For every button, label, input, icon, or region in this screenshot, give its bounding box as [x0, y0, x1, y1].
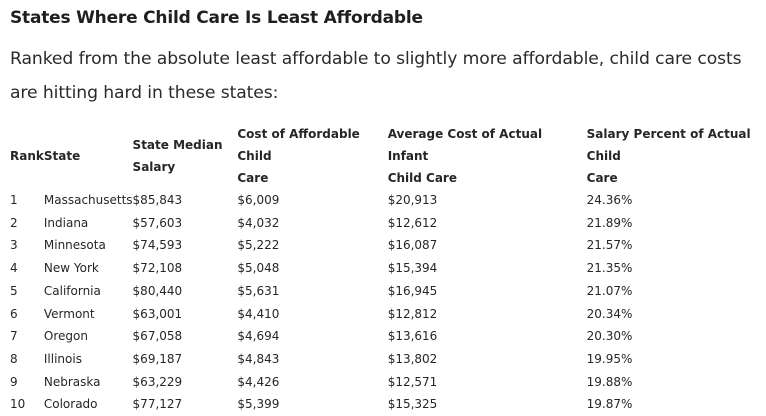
table-header-row: Rank State State Median Salary Cost of A…: [10, 123, 766, 189]
cell-state: Massachusetts: [43, 193, 133, 207]
article-intro: Ranked from the absolute least affordabl…: [10, 49, 742, 103]
header-affordable-cost: Cost of Affordable Child Care: [237, 123, 387, 189]
cell-actual: $16,945: [387, 283, 438, 298]
table-body: 1 Massachusetts $85,843 $6,009 $20,913 2…: [10, 189, 766, 416]
table-row: 9 Nebraska $63,229 $4,426 $12,571 19.88%: [10, 371, 766, 394]
table-row: 6 Vermont $63,001 $4,410 $12,812 20.34%: [10, 303, 766, 326]
cell-afford: $5,222: [237, 238, 280, 253]
cell-afford: $5,631: [237, 283, 280, 298]
cell-rank: 6: [10, 306, 18, 321]
cell-rank: 2: [10, 215, 18, 230]
cell-state: Vermont: [43, 306, 95, 321]
cell-pct: 20.34%: [586, 306, 633, 321]
cell-actual: $13,802: [387, 351, 438, 366]
article-title: States Where Child Care Is Least Afforda…: [10, 8, 423, 28]
header-median-salary: State Median Salary: [133, 123, 238, 189]
cell-actual: $16,087: [387, 238, 438, 253]
cell-state: Indiana: [43, 215, 89, 230]
header-actual-cost: Average Cost of Actual Infant Child Care: [388, 123, 587, 189]
cell-afford: $4,410: [237, 306, 280, 321]
table-header: Rank State State Median Salary Cost of A…: [10, 123, 766, 189]
cell-median: $67,058: [132, 329, 183, 344]
cell-pct: 19.87%: [586, 397, 633, 412]
cell-rank: 4: [10, 261, 18, 276]
cell-afford: $4,843: [237, 351, 280, 366]
cell-median: $77,127: [132, 397, 183, 412]
cell-afford: $4,032: [237, 215, 280, 230]
header-actual-line1: Average Cost of Actual Infant: [387, 127, 543, 163]
cell-rank: 3: [10, 238, 18, 253]
cell-pct: 24.36%: [586, 193, 633, 207]
table-row: 5 California $80,440 $5,631 $16,945 21.0…: [10, 280, 766, 303]
table-row: 1 Massachusetts $85,843 $6,009 $20,913 2…: [10, 189, 766, 212]
header-afford-line1: Cost of Affordable Child: [237, 127, 360, 163]
table-row: 2 Indiana $57,603 $4,032 $12,612 21.89%: [10, 212, 766, 235]
cell-rank: 10: [10, 397, 26, 412]
cell-state: New York: [43, 261, 99, 276]
cell-median: $63,001: [132, 306, 183, 321]
cell-state: Nebraska: [43, 374, 101, 389]
cell-afford: $6,009: [237, 193, 280, 207]
cell-median: $74,593: [132, 238, 183, 253]
cell-state: Colorado: [43, 397, 98, 412]
cell-state: Oregon: [43, 329, 88, 344]
header-afford-line2: Care: [237, 171, 269, 185]
cell-actual: $12,571: [387, 374, 438, 389]
header-rank-label: Rank: [10, 149, 44, 163]
cell-pct: 21.57%: [586, 238, 633, 253]
cell-rank: 7: [10, 329, 18, 344]
affordability-table: Rank State State Median Salary Cost of A…: [10, 123, 766, 416]
table-row: 4 New York $72,108 $5,048 $15,394 21.35%: [10, 257, 766, 280]
header-median-line2: Salary: [132, 160, 176, 174]
cell-rank: 5: [10, 283, 18, 298]
table-row: 10 Colorado $77,127 $5,399 $15,325 19.87…: [10, 393, 766, 416]
cell-actual: $15,325: [387, 397, 438, 412]
cell-actual: $15,394: [387, 261, 438, 276]
cell-afford: $4,426: [237, 374, 280, 389]
cell-actual: $20,913: [387, 193, 438, 207]
cell-actual: $13,616: [387, 329, 438, 344]
cell-pct: 21.35%: [586, 261, 633, 276]
cell-median: $63,229: [132, 374, 183, 389]
cell-state: Illinois: [43, 351, 82, 366]
header-rank: Rank: [10, 123, 44, 189]
cell-rank: 1: [10, 193, 18, 207]
table-row: 7 Oregon $67,058 $4,694 $13,616 20.30%: [10, 325, 766, 348]
header-actual-line2: Child Care: [387, 171, 457, 185]
cell-median: $72,108: [132, 261, 183, 276]
table-row: 8 Illinois $69,187 $4,843 $13,802 19.95%: [10, 348, 766, 371]
article: States Where Child Care Is Least Afforda…: [10, 8, 751, 411]
cell-actual: $12,812: [387, 306, 438, 321]
header-pct-line1: Salary Percent of Actual Child: [586, 127, 751, 163]
cell-pct: 21.07%: [586, 283, 633, 298]
cell-afford: $5,399: [237, 397, 280, 412]
cell-median: $85,843: [132, 193, 183, 207]
header-state: State: [43, 149, 81, 163]
cell-pct: 19.95%: [586, 351, 633, 366]
table-row: 3 Minnesota $74,593 $5,222 $16,087 21.57…: [10, 234, 766, 257]
cell-median: $80,440: [132, 283, 183, 298]
cell-pct: 20.30%: [586, 329, 633, 344]
header-pct-line2: Care: [586, 171, 618, 185]
cell-rank: 8: [10, 351, 18, 366]
cell-state: California: [43, 283, 101, 298]
header-salary-percent: Salary Percent of Actual Child Care: [587, 123, 766, 189]
cell-median: $57,603: [132, 215, 183, 230]
header-median-line1: State Median: [132, 138, 223, 152]
cell-pct: 21.89%: [586, 215, 633, 230]
cell-afford: $5,048: [237, 261, 280, 276]
cell-pct: 19.88%: [586, 374, 633, 389]
cell-state: Minnesota: [43, 238, 106, 253]
cell-actual: $12,612: [387, 215, 438, 230]
cell-rank: 9: [10, 374, 18, 389]
cell-median: $69,187: [132, 351, 183, 366]
cell-afford: $4,694: [237, 329, 280, 344]
